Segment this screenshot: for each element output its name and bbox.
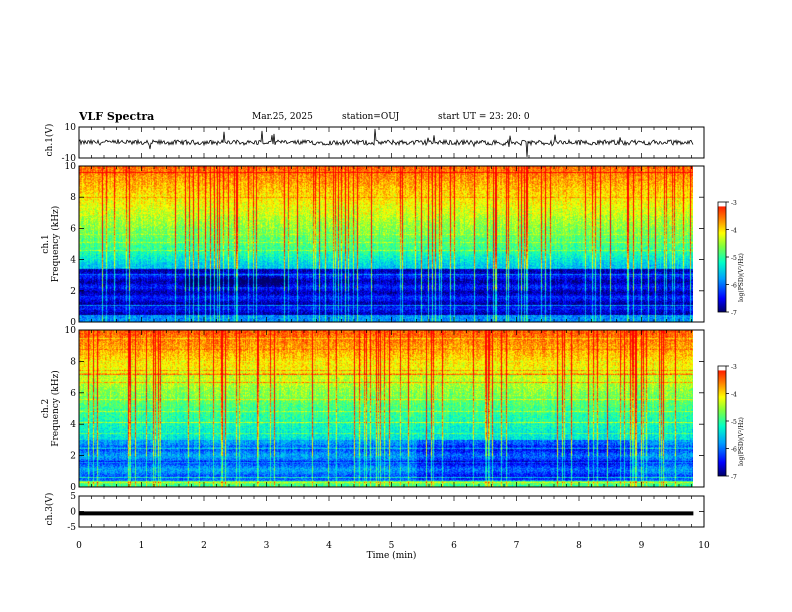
ch1-colorbar-gradient bbox=[718, 202, 726, 312]
ch2-colorbar-tick-label: -5 bbox=[731, 419, 737, 426]
x-tick-label: 3 bbox=[264, 541, 270, 551]
ch2-spec-channel-label: ch.2 bbox=[41, 399, 51, 418]
ch1-colorbar-tick-label: -5 bbox=[731, 255, 737, 262]
x-tick-label: 2 bbox=[201, 541, 207, 551]
ch1-spec-ytick-label: 0 bbox=[70, 318, 76, 328]
ch2-spec-ylabel: Frequency (kHz) bbox=[50, 370, 61, 447]
ch2-colorbar-tick-label: -3 bbox=[731, 364, 737, 371]
figure-title: VLF Spectra bbox=[79, 110, 155, 123]
ch1-colorbar-tick-label: -3 bbox=[731, 200, 737, 207]
ch1-spec-ytick-label: 8 bbox=[70, 193, 76, 203]
ch1-waveform-line bbox=[78, 128, 694, 157]
header-date: Mar.25, 2025 bbox=[252, 112, 313, 122]
ch3-wave-ytick-label: 0 bbox=[70, 508, 76, 518]
x-tick-label: 1 bbox=[139, 541, 145, 551]
ch2-colorbar-gradient bbox=[718, 366, 726, 476]
ch2-spec-ytick-label: 6 bbox=[70, 389, 76, 399]
ch3-wave-ytick-label: -5 bbox=[67, 523, 76, 533]
ch2-colorbar-tick-label: -4 bbox=[731, 392, 737, 399]
x-tick-label: 8 bbox=[576, 541, 582, 551]
ch2-colorbar-tick-label: -7 bbox=[731, 474, 737, 481]
ch3-wave-ylabel: ch.3(V) bbox=[44, 493, 55, 526]
ch1-spectrogram bbox=[79, 166, 693, 322]
x-tick-label: 10 bbox=[698, 541, 710, 551]
ch1-spec-channel-label: ch.1 bbox=[41, 234, 51, 253]
x-axis-label: Time (min) bbox=[367, 550, 417, 561]
ch1-colorbar-tick-label: -4 bbox=[731, 228, 737, 235]
ch1-wave-ytick-label: 10 bbox=[65, 123, 77, 133]
ch2-spec-ytick-label: 10 bbox=[65, 326, 77, 336]
x-tick-label: 5 bbox=[389, 541, 395, 551]
header-station: station=OUJ bbox=[342, 112, 400, 122]
ch2-spectrogram bbox=[79, 330, 693, 487]
ch2-colorbar-tick-label: -6 bbox=[731, 447, 737, 454]
x-tick-label: 6 bbox=[451, 541, 457, 551]
x-tick-label: 9 bbox=[639, 541, 645, 551]
x-tick-label: 7 bbox=[514, 541, 520, 551]
ch1-wave-ytick-label: -10 bbox=[62, 154, 77, 164]
ch2-colorbar-label: log(PSD)(V²/Hz) bbox=[738, 417, 745, 466]
header-start-time: start UT = 23: 20: 0 bbox=[438, 112, 530, 122]
ch1-wave-ylabel: ch.1(V) bbox=[44, 124, 55, 157]
ch2-spec-ytick-label: 4 bbox=[70, 420, 76, 430]
ch1-colorbar-label: log(PSD)(V²/Hz) bbox=[738, 253, 745, 302]
ch2-spec-ytick-label: 2 bbox=[70, 452, 76, 462]
ch2-spec-ytick-label: 8 bbox=[70, 357, 76, 367]
ch3-wave-ytick-label: 5 bbox=[70, 492, 76, 502]
ch1-spec-ytick-label: 4 bbox=[70, 256, 76, 266]
ch1-spec-ytick-label: 6 bbox=[70, 224, 76, 234]
ch1-colorbar-tick-label: -7 bbox=[731, 310, 737, 317]
ch1-spec-ylabel: Frequency (kHz) bbox=[50, 206, 61, 283]
ch1-colorbar-tick-label: -6 bbox=[731, 283, 737, 290]
x-tick-label: 0 bbox=[76, 541, 82, 551]
ch2-spec-ytick-label: 0 bbox=[70, 483, 76, 493]
x-tick-label: 4 bbox=[326, 541, 332, 551]
ch1-spec-ytick-label: 2 bbox=[70, 287, 76, 297]
ch1-spec-ytick-label: 10 bbox=[65, 162, 77, 172]
